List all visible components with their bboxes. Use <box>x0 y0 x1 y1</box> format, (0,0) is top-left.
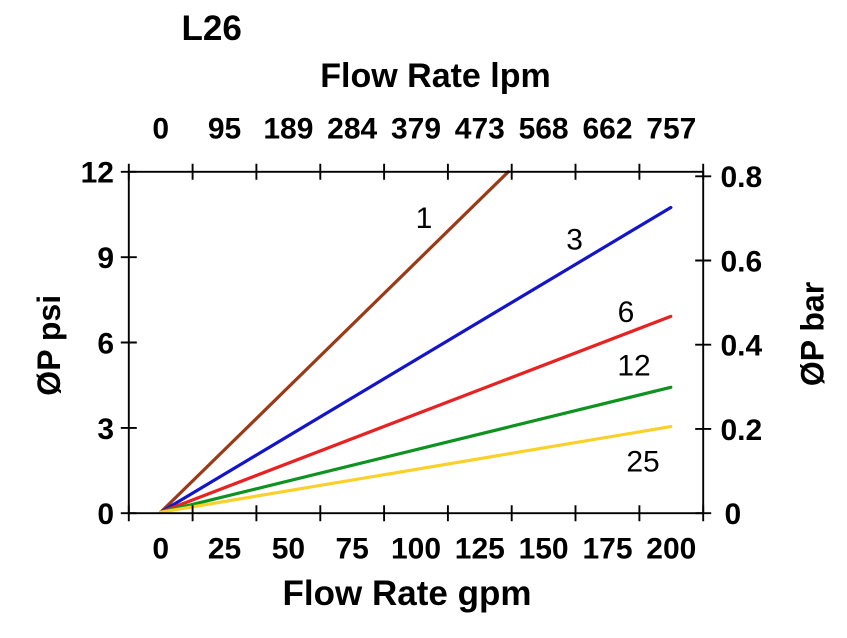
svg-text:0.4: 0.4 <box>721 330 763 363</box>
svg-text:50: 50 <box>272 533 305 566</box>
svg-text:Flow Rate gpm: Flow Rate gpm <box>283 574 532 613</box>
svg-text:ØP bar: ØP bar <box>795 282 831 386</box>
svg-text:0.6: 0.6 <box>721 245 763 278</box>
svg-text:568: 568 <box>519 113 569 146</box>
svg-text:757: 757 <box>646 113 696 146</box>
svg-text:125: 125 <box>455 533 505 566</box>
svg-text:3: 3 <box>97 413 114 446</box>
svg-text:Flow Rate lpm: Flow Rate lpm <box>320 57 550 95</box>
svg-text:189: 189 <box>263 113 313 146</box>
svg-text:0.8: 0.8 <box>721 161 763 194</box>
svg-text:12: 12 <box>617 350 650 383</box>
svg-text:200: 200 <box>646 533 696 566</box>
svg-text:1: 1 <box>416 202 433 235</box>
svg-text:12: 12 <box>81 157 114 190</box>
svg-text:L26: L26 <box>182 9 242 48</box>
svg-text:0: 0 <box>725 498 742 531</box>
svg-text:100: 100 <box>391 533 441 566</box>
svg-text:473: 473 <box>455 113 505 146</box>
svg-text:75: 75 <box>336 533 369 566</box>
svg-text:0: 0 <box>97 498 114 531</box>
svg-text:0: 0 <box>152 113 169 146</box>
svg-text:379: 379 <box>391 113 441 146</box>
svg-text:9: 9 <box>97 242 114 275</box>
svg-text:175: 175 <box>582 533 632 566</box>
svg-text:150: 150 <box>519 533 569 566</box>
svg-text:3: 3 <box>566 224 583 257</box>
svg-text:25: 25 <box>208 533 241 566</box>
svg-text:25: 25 <box>626 446 659 479</box>
svg-text:0: 0 <box>152 533 169 566</box>
svg-text:6: 6 <box>97 327 114 360</box>
svg-text:ØP psi: ØP psi <box>31 295 67 396</box>
svg-text:284: 284 <box>327 113 377 146</box>
svg-text:662: 662 <box>582 113 632 146</box>
svg-text:95: 95 <box>208 113 241 146</box>
svg-text:0.2: 0.2 <box>721 414 763 447</box>
svg-text:6: 6 <box>618 296 635 329</box>
